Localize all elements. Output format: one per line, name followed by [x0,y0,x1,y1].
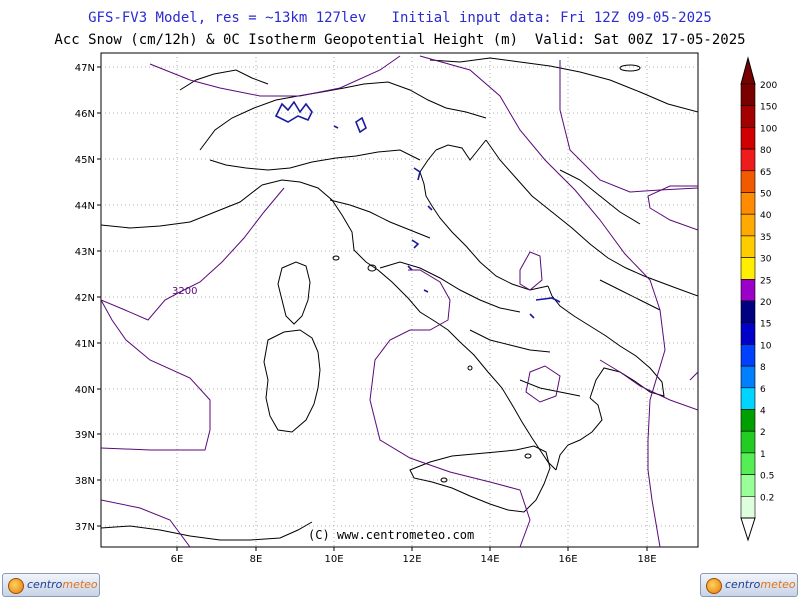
lat-label: 46N [75,109,95,120]
colorbar-label: 15 [760,320,771,330]
map-frame [100,52,699,548]
lon-label: 12E [402,554,421,565]
centrometeo-logo-right[interactable]: centrometeo [700,573,798,597]
colorbar-label: 25 [760,276,771,286]
colorbar-label: 2 [760,428,766,438]
colorbar-swatch [740,409,756,432]
colorbar-swatch [740,387,756,410]
lon-label: 6E [171,554,184,565]
colorbar-label: 0.5 [760,472,774,482]
colorbar-label: 0.2 [760,493,774,503]
colorbar-arrow-bottom [740,517,756,542]
lon-label: 18E [637,554,656,565]
lat-label: 38N [75,476,95,487]
colorbar-swatch [740,322,756,345]
colorbar-swatch [740,148,756,172]
colorbar-arrow-top [740,56,756,85]
colorbar-label: 4 [760,407,766,417]
colorbar-label: 50 [760,190,772,200]
lat-label: 44N [75,201,95,212]
colorbar-swatch [740,495,756,519]
colorbar-swatch [740,452,756,475]
centrometeo-logo-left[interactable]: centrometeo [2,573,100,597]
colorbar-label: 20 [760,298,772,308]
lat-label: 42N [75,293,95,304]
lon-label: 8E [250,554,263,565]
logo-text: centrometeo [27,578,98,591]
lon-label: 16E [558,554,577,565]
lat-label: 43N [75,247,95,258]
coastlines [101,57,698,541]
colorbar-swatch [740,235,756,258]
watermark: (C) www.centrometeo.com [308,528,474,542]
colorbar-swatch [740,127,756,150]
lat-label: 39N [75,430,95,441]
centrometeo-logo-icon [8,578,24,594]
colorbar-swatch [740,278,756,302]
logo-text: centrometeo [725,578,796,591]
colorbar-swatch [740,105,756,128]
snow-accumulation [274,100,561,319]
colorbar-swatch [740,213,756,237]
contour-label: 3200 [172,286,197,297]
colorbar-swatch [740,257,756,280]
centrometeo-logo-icon [706,578,722,594]
colorbar-label: 100 [760,124,777,134]
lat-label: 45N [75,155,95,166]
colorbar-label: 8 [760,363,766,373]
lon-label: 10E [324,554,343,565]
colorbar-label: 30 [760,255,772,265]
colorbar-swatch [740,300,756,324]
isotherm-contours [101,55,698,547]
colorbar-label: 65 [760,168,771,178]
colorbar-swatch [740,192,756,215]
lat-label: 37N [75,522,95,533]
lat-label: 40N [75,385,95,396]
colorbar-swatch [740,344,756,367]
colorbar-swatch [740,430,756,454]
colorbar-swatch [740,365,756,389]
title-line-2: Acc Snow (cm/12h) & 0C Isotherm Geopoten… [54,32,746,48]
title-line-1: GFS-FV3 Model, res = ~13km 127lev Initia… [88,10,712,26]
colorbar-label: 40 [760,211,772,221]
colorbar-swatch [740,474,756,497]
colorbar-label: 35 [760,233,771,243]
colorbar-label: 10 [760,341,772,351]
colorbar-label: 150 [760,103,777,113]
colorbar-label: 200 [760,81,777,91]
colorbar-label: 1 [760,450,766,460]
colorbar-swatch [740,83,756,107]
colorbar-label: 6 [760,385,766,395]
colorbar: 200 150 100 80 65 50 40 35 30 25 20 15 10 8 6 4 2 1 0.5 0.2 [740,56,777,542]
lon-label: 14E [480,554,499,565]
colorbar-label: 80 [760,146,772,156]
lat-label: 41N [75,339,95,350]
colorbar-swatch [740,170,756,193]
lat-label: 47N [75,63,95,74]
